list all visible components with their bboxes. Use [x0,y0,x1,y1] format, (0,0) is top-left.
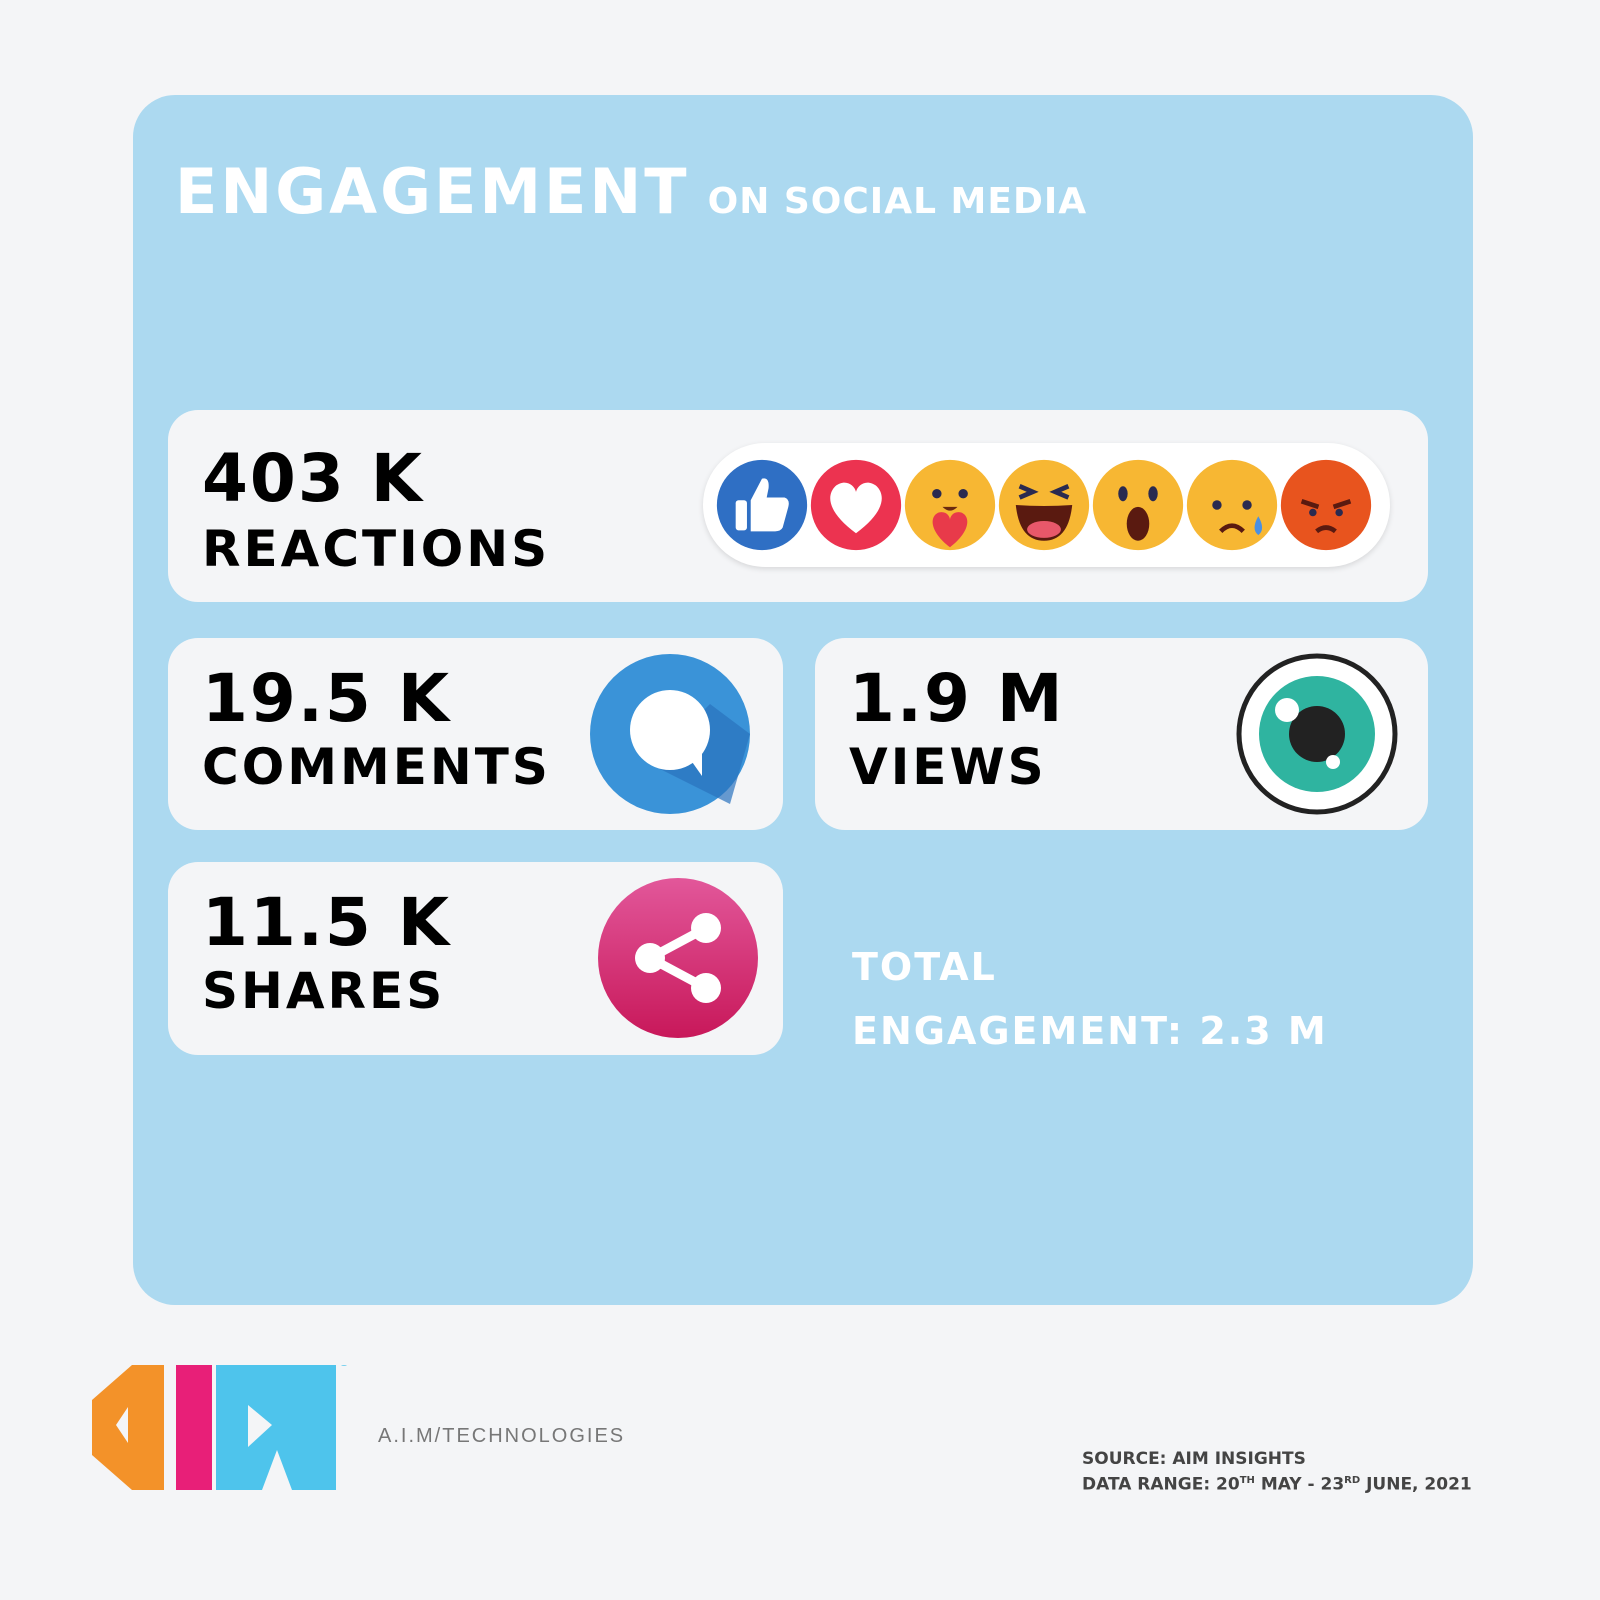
comments-label: COMMENTS [202,738,551,796]
data-range: DATA RANGE: 20TH MAY - 23RD JUNE, 2021 [1082,1470,1472,1496]
views-value: 1.9 M [849,660,1065,737]
total-line1: TOTAL [852,945,997,989]
company-name: A.I.M/TECHNOLOGIES [378,1425,626,1447]
range-prefix: DATA RANGE: 20 [1082,1474,1240,1495]
shares-value: 11.5 K [202,884,451,961]
range-sup1: TH [1239,1475,1255,1486]
reactions-card: 403 K REACTIONS [168,410,1428,602]
title-sub: ON SOCIAL MEDIA [707,181,1088,222]
comment-bubble-icon [590,654,750,814]
haha-icon [998,459,1090,551]
comments-value: 19.5 K [202,660,451,737]
total-engagement: TOTAL ENGAGEMENT: 2.3 M [852,935,1328,1063]
care-icon [904,459,996,551]
title-main: ENGAGEMENT [175,155,690,228]
aim-logo [92,1365,348,1490]
like-icon [716,459,808,551]
range-mid: MAY - 23 [1254,1474,1345,1495]
love-icon [810,459,902,551]
views-card: 1.9 M VIEWS [815,638,1428,830]
sad-icon [1186,459,1278,551]
page-title: ENGAGEMENT ON SOCIAL MEDIA [175,155,1087,228]
reactions-value: 403 K [202,440,424,517]
views-label: VIEWS [849,738,1047,796]
source-note: SOURCE: AIM INSIGHTS DATA RANGE: 20TH MA… [1082,1448,1472,1496]
share-icon [598,878,758,1038]
angry-icon [1280,459,1372,551]
wow-icon [1092,459,1184,551]
eye-icon [1236,653,1398,815]
shares-card: 11.5 K SHARES [168,862,783,1055]
range-sup2: RD [1344,1475,1361,1486]
reactions-pill [703,443,1390,567]
source-text: SOURCE: AIM INSIGHTS [1082,1449,1306,1469]
reactions-label: REACTIONS [202,520,551,578]
shares-label: SHARES [202,962,446,1020]
range-suffix: JUNE, 2021 [1360,1474,1472,1495]
comments-card: 19.5 K COMMENTS [168,638,783,830]
total-line2: ENGAGEMENT: 2.3 M [852,1009,1328,1053]
